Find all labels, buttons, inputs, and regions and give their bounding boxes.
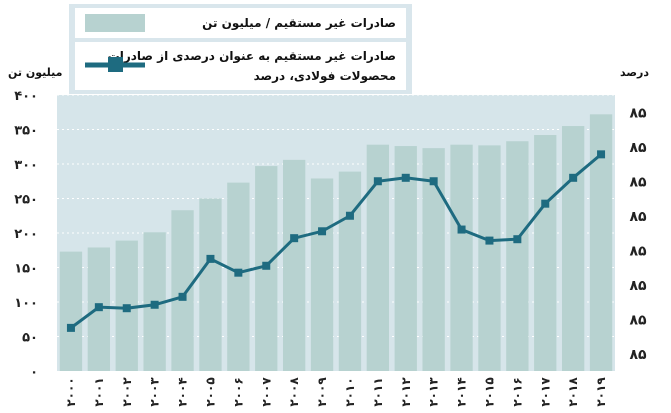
right-axis-ticks: ۸۵ ۸۵ ۸۵ ۸۵ ۸۵ ۸۵ ۸۵ ۸۵ (629, 105, 647, 363)
left-tick-label: ۴۰۰ (14, 89, 38, 104)
line-point-8 (262, 261, 271, 270)
x-tick-label: ۲۰۰۷ (259, 377, 273, 407)
x-tick-label: ۲۰۱۱ (371, 377, 385, 406)
bar-10 (310, 178, 334, 371)
line-point-5 (178, 292, 187, 301)
left-tick-label: ۲۰۰ (14, 227, 38, 242)
bar-20 (589, 114, 613, 371)
right-axis-unit: درصد (620, 66, 649, 79)
left-tick-label: ۳۰۰ (14, 158, 38, 173)
right-tick-label: ۸۵ (629, 347, 647, 363)
bar-15 (450, 144, 473, 371)
x-tick-label: ۲۰۰۴ (176, 377, 190, 406)
series-line (70, 153, 603, 330)
line-point-14 (429, 177, 438, 186)
line-point-16 (485, 236, 494, 245)
left-tick-label: ۱۵۰ (14, 262, 38, 277)
x-tick-label: ۲۰۰۰ (64, 377, 78, 406)
right-tick-label: ۸۵ (629, 278, 647, 294)
line-point-15 (457, 225, 466, 234)
line-point-20 (597, 150, 606, 159)
x-tick-label: ۲۰۰۸ (287, 377, 301, 407)
line-point-4 (150, 300, 159, 309)
x-tick-label: ۲۰۱۲ (399, 377, 413, 407)
x-tick-label: ۲۰۰۵ (203, 377, 217, 406)
line-point-10 (318, 227, 327, 236)
x-tick-label: ۲۰۰۶ (231, 377, 245, 406)
line-point-18 (541, 199, 550, 208)
x-tick-label: ۲۰۱۰ (343, 377, 357, 406)
line-point-11 (345, 211, 354, 220)
bar-19 (561, 126, 585, 371)
legend-line-label: صادرات غیر مستقیم به عنوان درصدی از صادر… (107, 49, 396, 83)
line-point-9 (290, 234, 299, 243)
x-tick-label: ۲۰۰۹ (315, 377, 329, 407)
line-series (66, 150, 606, 332)
left-tick-label: ۳۵۰ (14, 124, 38, 139)
left-tick-label: ۲۵۰ (14, 193, 38, 208)
legend-bar-swatch (85, 14, 145, 32)
right-tick-label: ۸۵ (629, 209, 647, 225)
left-axis-unit: میلیون تن (8, 66, 63, 79)
x-tick-label: ۲۰۱۴ (455, 377, 469, 406)
line-point-19 (569, 173, 578, 182)
bar-5 (171, 210, 194, 371)
right-tick-label: ۸۵ (629, 105, 647, 121)
legend-entry-bars: صادرات غیر مستقیم / میلیون تن (75, 8, 406, 38)
right-tick-label: ۸۵ (629, 140, 647, 156)
left-axis-ticks: ۰ ۵۰ ۱۰۰ ۱۵۰ ۲۰۰ ۲۵۰ ۳۰۰ ۳۵۰ ۴۰۰ (14, 89, 38, 380)
line-point-3 (122, 304, 131, 313)
x-tick-label: ۲۰۰۲ (120, 377, 134, 407)
bar-6 (199, 198, 222, 371)
x-tick-label: ۲۰۱۷ (538, 377, 552, 407)
right-tick-label: ۸۵ (629, 174, 647, 190)
right-tick-label: ۸۵ (629, 312, 647, 328)
line-point-1 (66, 323, 75, 332)
bar-18 (534, 135, 557, 371)
legend-line-swatch (85, 57, 145, 72)
legend-entry-line: صادرات غیر مستقیم به عنوان درصدی از صادر… (75, 42, 406, 90)
bar-11 (338, 171, 362, 371)
x-tick-label: ۲۰۱۳ (427, 377, 441, 407)
bar-7 (227, 182, 250, 371)
line-point-12 (373, 177, 382, 186)
bar-17 (506, 141, 529, 371)
bar-12 (366, 144, 390, 371)
line-point-7 (234, 268, 243, 277)
line-point-17 (513, 235, 522, 244)
x-tick-label: ۲۰۱۸ (566, 377, 580, 407)
left-tick-label: ۱۰۰ (14, 296, 38, 311)
right-tick-label: ۸۵ (629, 243, 647, 259)
legend-bar-label: صادرات غیر مستقیم / میلیون تن (202, 16, 396, 30)
line-point-13 (401, 173, 410, 182)
plot-area-background (57, 95, 615, 371)
x-tick-label: ۲۰۱۵ (482, 377, 496, 406)
bar-13 (394, 146, 417, 371)
bar-1 (59, 251, 83, 371)
x-axis-ticks: ۲۰۰۰ ۲۰۰۱ ۲۰۰۲ ۲۰۰۳ ۲۰۰۴ ۲۰۰۵ ۲۰۰۶ ۲۰۰۷ ۲۰۰۸ ۲۰۰۹… (64, 377, 608, 407)
bar-14 (422, 148, 445, 371)
bar-9 (282, 159, 306, 371)
line-point-6 (206, 254, 215, 263)
line-point-2 (94, 303, 103, 312)
x-tick-label: ۲۰۱۹ (594, 377, 608, 407)
x-tick-label: ۲۰۰۱ (92, 377, 106, 406)
left-tick-label: ۰ (30, 365, 38, 380)
x-tick-label: ۲۰۱۶ (510, 377, 524, 406)
x-tick-label: ۲۰۰۳ (148, 377, 162, 407)
left-tick-label: ۵۰ (22, 331, 38, 346)
bar-16 (478, 145, 501, 371)
legend: صادرات غیر مستقیم / میلیون تن صادرات غیر… (69, 4, 412, 94)
